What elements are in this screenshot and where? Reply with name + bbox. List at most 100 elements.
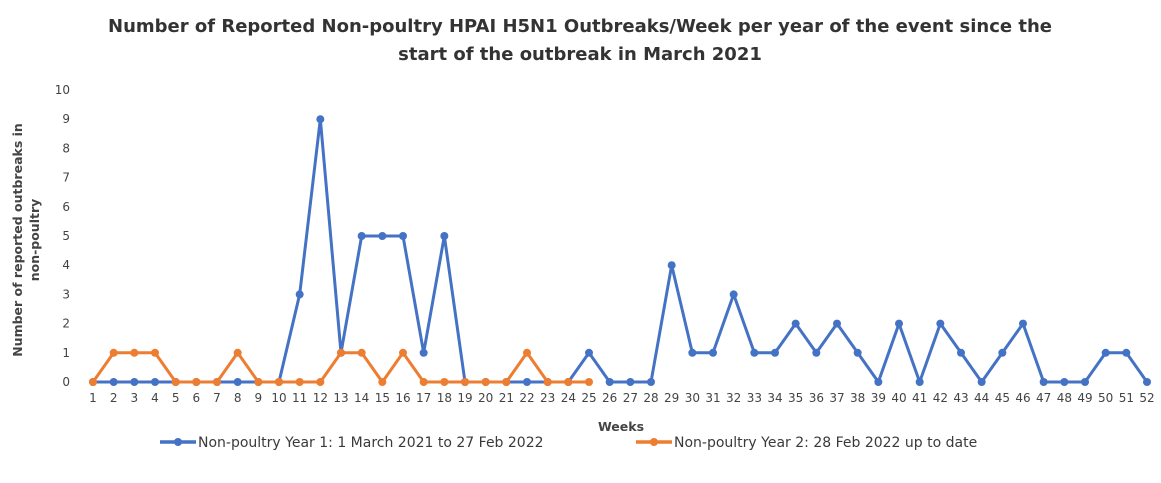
x-tick-label: 17 [416, 391, 431, 405]
x-tick-label: 33 [747, 391, 762, 405]
x-tick-label: 46 [1015, 391, 1030, 405]
series-2-point [564, 378, 573, 386]
y-tick-label: 7 [62, 171, 70, 185]
series-1-point [771, 348, 779, 357]
x-tick-label: 3 [131, 391, 139, 405]
series-1-point [1143, 378, 1151, 386]
x-tick-label: 23 [540, 391, 555, 405]
series-2-point [151, 348, 159, 357]
x-tick-label: 47 [1036, 391, 1051, 405]
y-tick-label: 6 [62, 200, 70, 214]
x-tick-label: 44 [974, 391, 989, 405]
x-tick-label: 29 [664, 391, 679, 405]
x-tick-label: 31 [705, 391, 720, 405]
series-2-point [523, 348, 531, 357]
y-axis-title: Number of reported outbreaks in non-poul… [10, 123, 42, 357]
series-2-point [295, 378, 304, 386]
series-1-point [667, 261, 676, 270]
series-1-point [688, 348, 697, 357]
series-2-point [316, 378, 325, 386]
legend: Non-poultry Year 1: 1 March 2021 to 27 F… [160, 435, 977, 451]
chart-title-line-1: Number of Reported Non-poultry HPAI H5N1… [108, 16, 1052, 37]
x-tick-label: 20 [478, 391, 493, 405]
x-tick-label: 50 [1098, 391, 1113, 405]
series-1-point [419, 348, 428, 357]
y-tick-label: 0 [62, 375, 70, 389]
series-2-point [419, 378, 428, 386]
y-axis-title-line-1: Number of reported outbreaks in [10, 123, 25, 357]
series-2-point [337, 348, 345, 357]
x-tick-label: 7 [213, 391, 221, 405]
x-tick-label: 26 [602, 391, 617, 405]
x-tick-label: 43 [953, 391, 968, 405]
x-tick-label: 11 [292, 391, 307, 405]
series-1-point [853, 348, 862, 357]
series-2 [89, 348, 593, 386]
x-tick-label: 21 [499, 391, 514, 405]
series-2-point [109, 348, 118, 357]
series-1-point [357, 232, 366, 240]
series-1-point [378, 232, 387, 240]
series-1-point [1039, 378, 1048, 386]
legend-item-year-2: Non-poultry Year 2: 28 Feb 2022 up to da… [636, 435, 977, 451]
x-tick-label: 45 [995, 391, 1010, 405]
series-1-point [1019, 319, 1027, 328]
x-tick-label: 42 [933, 391, 948, 405]
series-1-point [585, 348, 593, 357]
y-tick-label: 4 [62, 258, 70, 272]
y-tick-label: 10 [55, 83, 70, 97]
x-tick-label: 18 [437, 391, 452, 405]
series-1-point [1101, 348, 1110, 357]
x-tick-label: 13 [333, 391, 348, 405]
x-tick-label: 38 [850, 391, 865, 405]
y-tick-label: 1 [62, 346, 70, 360]
series-1-point [523, 378, 531, 386]
x-tick-label: 22 [519, 391, 534, 405]
series-1-point [1081, 378, 1089, 386]
series-1-point [440, 232, 449, 240]
x-tick-label: 32 [726, 391, 741, 405]
series-1-point [626, 378, 635, 386]
series-1-point [1122, 348, 1131, 357]
series-2-point [357, 348, 366, 357]
series-1-point [1060, 378, 1069, 386]
series-2-point [130, 348, 139, 357]
x-tick-label: 9 [255, 391, 263, 405]
series-2-point [89, 378, 97, 386]
series-1-point [791, 319, 800, 328]
y-tick-label: 3 [62, 287, 70, 301]
x-tick-label: 16 [395, 391, 410, 405]
series-2-point [378, 378, 387, 386]
x-tick-label: 14 [354, 391, 369, 405]
y-tick-label: 5 [62, 229, 70, 243]
series-2-point [461, 378, 469, 386]
x-tick-label: 34 [767, 391, 782, 405]
series-2-point [254, 378, 263, 386]
series-1-point [295, 290, 304, 299]
x-axis-ticks: 1 2 3 4 5 6 7 8 9 10 11 12 13 14 15 16 17 18 19 20 21 22 23 24 2… [89, 391, 1154, 405]
series-2-point [543, 378, 552, 386]
series-2-line [91, 351, 589, 384]
y-tick-label: 9 [62, 112, 70, 126]
x-tick-label: 40 [891, 391, 906, 405]
series-1-point [399, 232, 407, 240]
series-1-point [977, 378, 986, 386]
series-2-point [585, 378, 593, 386]
series-2-point [399, 348, 407, 357]
series-1-point [957, 348, 965, 357]
x-tick-label: 4 [151, 391, 159, 405]
series-2-point [481, 378, 490, 386]
y-axis-title-line-2: non-poultry [27, 199, 42, 282]
series-2-point [502, 378, 511, 386]
x-tick-label: 36 [809, 391, 824, 405]
x-tick-label: 48 [1057, 391, 1072, 405]
plot-area [89, 115, 1151, 386]
series-1-point [812, 348, 821, 357]
x-tick-label: 49 [1077, 391, 1092, 405]
x-tick-label: 35 [788, 391, 803, 405]
series-1-line [93, 117, 1149, 384]
y-tick-label: 2 [62, 317, 70, 331]
legend-marker-year-2 [650, 438, 658, 446]
series-1-point [874, 378, 883, 386]
